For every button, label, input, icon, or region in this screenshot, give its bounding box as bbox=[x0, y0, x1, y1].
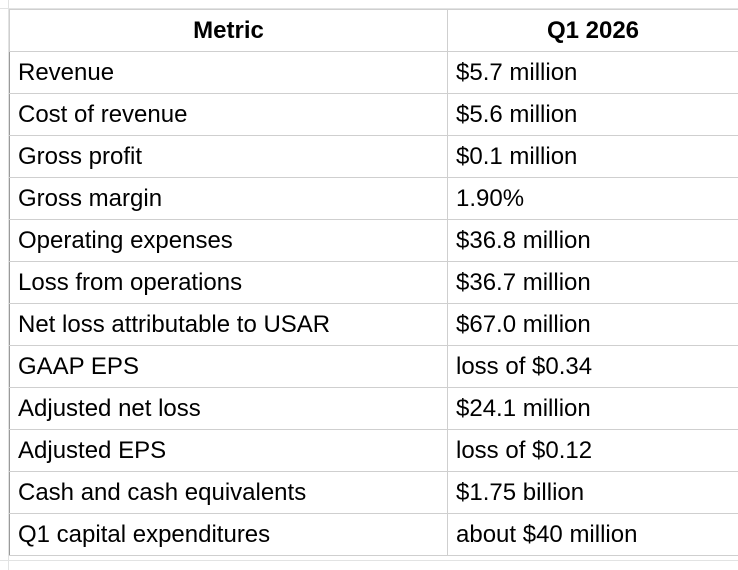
value-cell[interactable]: $5.7 million bbox=[447, 51, 738, 94]
value-cell[interactable]: loss of $0.34 bbox=[447, 345, 738, 388]
value-cell[interactable]: $24.1 million bbox=[447, 387, 738, 430]
metric-cell[interactable]: Gross profit bbox=[9, 135, 448, 178]
table-row: GAAP EPS loss of $0.34 bbox=[9, 345, 738, 388]
table-row: Revenue $5.7 million bbox=[9, 51, 738, 94]
metric-cell[interactable]: Revenue bbox=[9, 51, 448, 94]
value-cell[interactable]: $36.8 million bbox=[447, 219, 738, 262]
value-cell[interactable]: loss of $0.12 bbox=[447, 429, 738, 472]
value-cell[interactable]: $5.6 million bbox=[447, 93, 738, 136]
value-cell[interactable]: $0.1 million bbox=[447, 135, 738, 178]
metric-cell[interactable]: Cost of revenue bbox=[9, 93, 448, 136]
metrics-table: Metric Q1 2026 Revenue $5.7 million Cost… bbox=[9, 9, 738, 556]
table-row: Adjusted EPS loss of $0.12 bbox=[9, 429, 738, 472]
header-cell-metric[interactable]: Metric bbox=[9, 9, 448, 52]
metric-cell[interactable]: Gross margin bbox=[9, 177, 448, 220]
gridline-top bbox=[0, 8, 738, 9]
metric-cell[interactable]: Cash and cash equivalents bbox=[9, 471, 448, 514]
header-cell-period[interactable]: Q1 2026 bbox=[447, 9, 738, 52]
value-cell[interactable]: $36.7 million bbox=[447, 261, 738, 304]
value-cell[interactable]: 1.90% bbox=[447, 177, 738, 220]
value-cell[interactable]: about $40 million bbox=[447, 513, 738, 556]
metric-cell[interactable]: Net loss attributable to USAR bbox=[9, 303, 448, 346]
table-row: Cost of revenue $5.6 million bbox=[9, 93, 738, 136]
table-row: Operating expenses $36.8 million bbox=[9, 219, 738, 262]
table-row: Gross profit $0.1 million bbox=[9, 135, 738, 178]
metric-cell[interactable]: Adjusted EPS bbox=[9, 429, 448, 472]
table-row: Net loss attributable to USAR $67.0 mill… bbox=[9, 303, 738, 346]
header-row: Metric Q1 2026 bbox=[9, 9, 738, 52]
value-cell[interactable]: $1.75 billion bbox=[447, 471, 738, 514]
gridline-left bbox=[8, 0, 9, 570]
value-cell[interactable]: $67.0 million bbox=[447, 303, 738, 346]
gridline-bottom bbox=[0, 560, 738, 561]
table-row: Gross margin 1.90% bbox=[9, 177, 738, 220]
metric-cell[interactable]: Adjusted net loss bbox=[9, 387, 448, 430]
table-row: Adjusted net loss $24.1 million bbox=[9, 387, 738, 430]
table-row: Loss from operations $36.7 million bbox=[9, 261, 738, 304]
table-row: Cash and cash equivalents $1.75 billion bbox=[9, 471, 738, 514]
metric-cell[interactable]: Q1 capital expenditures bbox=[9, 513, 448, 556]
metric-cell[interactable]: Loss from operations bbox=[9, 261, 448, 304]
metric-cell[interactable]: GAAP EPS bbox=[9, 345, 448, 388]
metric-cell[interactable]: Operating expenses bbox=[9, 219, 448, 262]
table-row: Q1 capital expenditures about $40 millio… bbox=[9, 513, 738, 556]
